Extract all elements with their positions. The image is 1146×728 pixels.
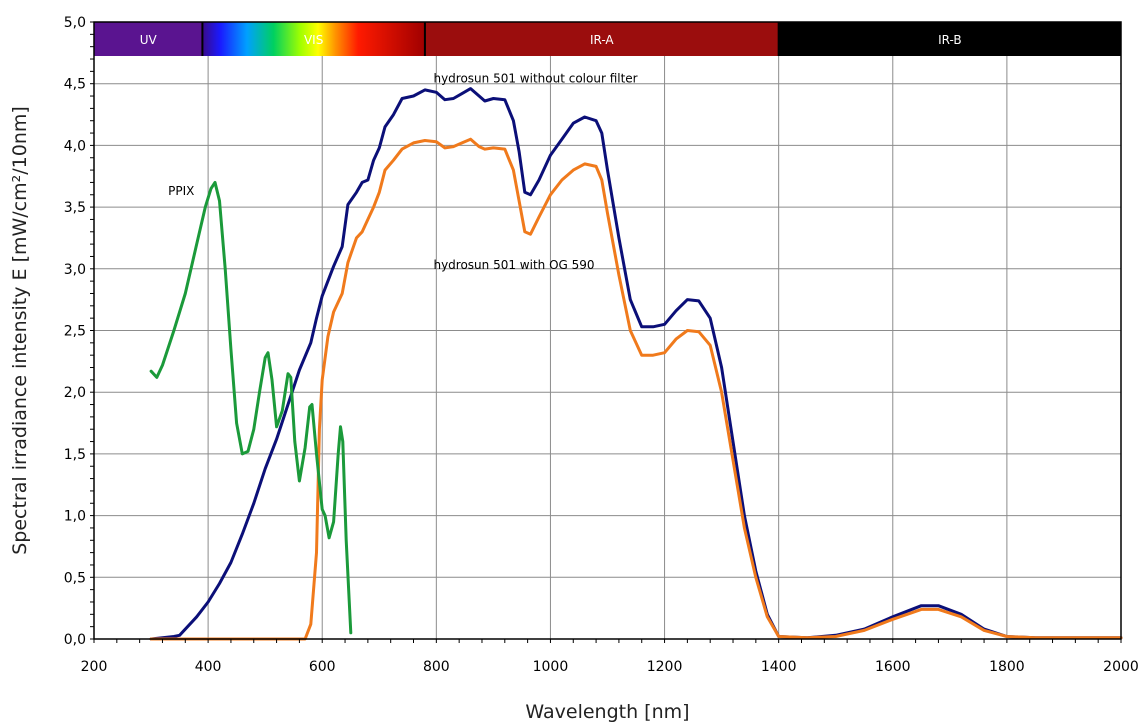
x-tick-label: 1600 (875, 659, 911, 675)
annotation-label: hydrosun 501 with OG 590 (433, 258, 594, 272)
annotation-label: PPIX (168, 184, 194, 198)
y-tick-label: 3,0 (64, 262, 86, 278)
y-tick-label: 5,0 (64, 15, 86, 31)
grid (94, 22, 1121, 639)
spectrum-band-bar: UV VIS IR-A IR-B (94, 22, 1121, 56)
band-label: UV (140, 33, 158, 47)
band-label: IR-A (590, 33, 614, 47)
x-tick-label: 200 (81, 659, 108, 675)
annotations: hydrosun 501 without colour filter hydros… (168, 71, 638, 271)
x-axis-title: Wavelength [nm] (525, 701, 689, 723)
y-tick-label: 4,5 (64, 77, 86, 93)
band-label: IR-B (938, 33, 962, 47)
y-tick-label: 0,5 (64, 570, 86, 586)
y-tick-label: 1,5 (64, 447, 86, 463)
x-tick-label: 600 (309, 659, 336, 675)
y-axis-title: Spectral irradiance intensity E [mW/cm²/… (9, 106, 31, 555)
x-tick-label: 1400 (761, 659, 797, 675)
x-tick-label: 400 (195, 659, 222, 675)
x-tick-label: 2000 (1103, 659, 1139, 675)
x-tick-label: 1000 (533, 659, 569, 675)
y-tick-label: 4,0 (64, 138, 86, 154)
y-tick-label: 0,0 (64, 632, 86, 648)
y-tick-label: 3,5 (64, 200, 86, 216)
series-line-1 (151, 139, 1121, 639)
x-tick-label: 1200 (647, 659, 683, 675)
plot-frame (90, 22, 1121, 643)
y-tick-label: 2,0 (64, 385, 86, 401)
series-layer (151, 89, 1121, 639)
x-tick-label: 800 (423, 659, 450, 675)
y-tick-label: 1,0 (64, 509, 86, 525)
x-tick-label: 1800 (989, 659, 1025, 675)
band-label: VIS (304, 33, 323, 47)
y-tick-label: 2,5 (64, 324, 86, 340)
series-line-0 (151, 89, 1121, 639)
annotation-label: hydrosun 501 without colour filter (433, 71, 637, 85)
